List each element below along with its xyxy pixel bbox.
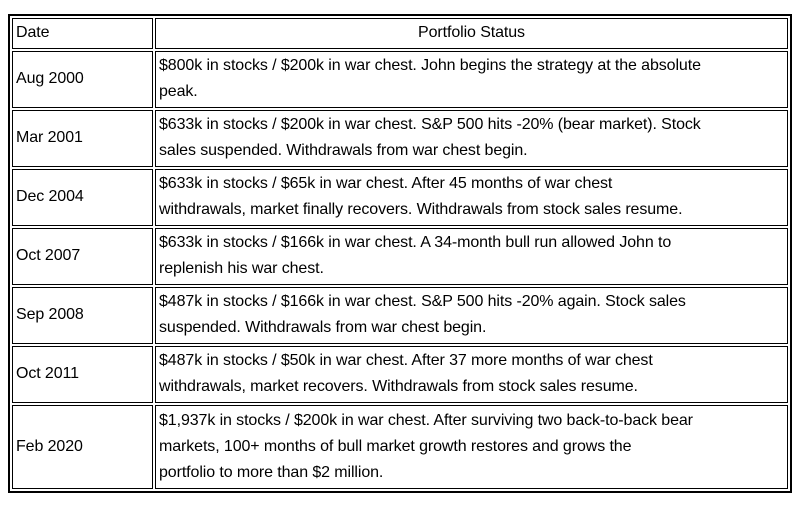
table-header-row: Date Portfolio Status: [12, 18, 788, 49]
status-cell: $487k in stocks / $166k in war chest. S&…: [155, 287, 788, 344]
date-cell: Oct 2011: [12, 346, 153, 403]
portfolio-table: Date Portfolio Status Aug 2000 $800k in …: [8, 14, 792, 493]
date-cell: Aug 2000: [12, 51, 153, 108]
table-row: Oct 2011 $487k in stocks / $50k in war c…: [12, 346, 788, 403]
table-row: Aug 2000 $800k in stocks / $200k in war …: [12, 51, 788, 108]
table-row: Mar 2001 $633k in stocks / $200k in war …: [12, 110, 788, 167]
status-cell: $633k in stocks / $65k in war chest. Aft…: [155, 169, 788, 226]
date-column-header: Date: [12, 18, 153, 49]
status-cell: $633k in stocks / $166k in war chest. A …: [155, 228, 788, 285]
status-cell: $800k in stocks / $200k in war chest. Jo…: [155, 51, 788, 108]
table-row: Dec 2004 $633k in stocks / $65k in war c…: [12, 169, 788, 226]
date-cell: Oct 2007: [12, 228, 153, 285]
table-row: Sep 2008 $487k in stocks / $166k in war …: [12, 287, 788, 344]
date-cell: Sep 2008: [12, 287, 153, 344]
date-cell: Feb 2020: [12, 405, 153, 489]
status-cell: $1,937k in stocks / $200k in war chest. …: [155, 405, 788, 489]
status-cell: $633k in stocks / $200k in war chest. S&…: [155, 110, 788, 167]
table-row: Feb 2020 $1,937k in stocks / $200k in wa…: [12, 405, 788, 489]
date-cell: Mar 2001: [12, 110, 153, 167]
status-cell: $487k in stocks / $50k in war chest. Aft…: [155, 346, 788, 403]
table-row: Oct 2007 $633k in stocks / $166k in war …: [12, 228, 788, 285]
portfolio-status-column-header: Portfolio Status: [155, 18, 788, 49]
date-cell: Dec 2004: [12, 169, 153, 226]
